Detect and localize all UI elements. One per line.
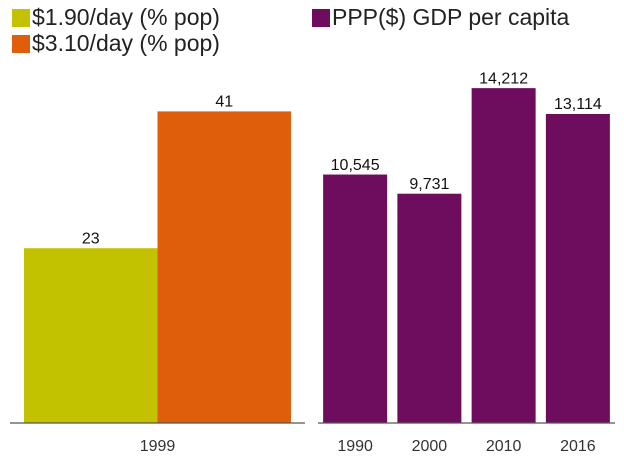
bar bbox=[157, 111, 291, 424]
value-label: 14,212 bbox=[479, 70, 528, 87]
legend-swatch bbox=[312, 9, 330, 27]
bar bbox=[397, 193, 462, 423]
x-tick-label: 2010 bbox=[486, 438, 522, 455]
bar bbox=[24, 248, 158, 423]
legend-label: $3.10/day (% pop) bbox=[32, 30, 220, 56]
value-label: 41 bbox=[215, 94, 233, 111]
legend-swatch bbox=[12, 9, 30, 27]
x-tick-label: 2000 bbox=[412, 438, 448, 455]
legend-label: PPP($) GDP per capita bbox=[332, 4, 570, 30]
bar bbox=[323, 174, 388, 423]
legend-swatch bbox=[12, 35, 30, 53]
value-label: 13,114 bbox=[554, 96, 602, 113]
legend-label: $1.90/day (% pop) bbox=[32, 4, 220, 30]
bar bbox=[471, 88, 536, 423]
value-label: 9,731 bbox=[409, 176, 449, 193]
x-tick-label: 1999 bbox=[140, 438, 176, 455]
x-tick-label: 1990 bbox=[337, 438, 373, 455]
bar bbox=[545, 114, 610, 423]
x-tick-label: 2016 bbox=[560, 438, 596, 455]
value-label: 10,545 bbox=[331, 157, 380, 174]
value-label: 23 bbox=[82, 230, 100, 247]
